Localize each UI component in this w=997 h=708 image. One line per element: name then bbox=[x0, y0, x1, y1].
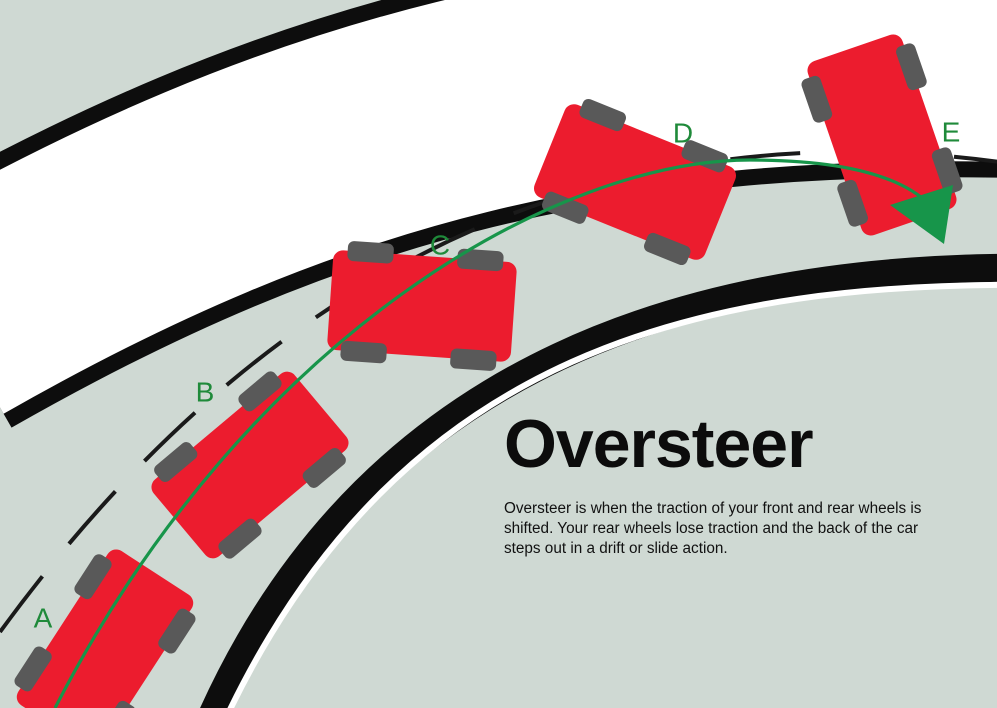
arrowhead bbox=[890, 185, 953, 244]
lane-center-line bbox=[0, 149, 997, 634]
tire bbox=[74, 554, 112, 600]
position-label-e: E bbox=[942, 116, 961, 147]
position-label-c: C bbox=[430, 229, 450, 260]
position-label-d: D bbox=[673, 117, 693, 148]
tire bbox=[681, 140, 728, 173]
road-inner-edge bbox=[200, 253, 997, 708]
tire bbox=[347, 241, 394, 264]
tire bbox=[158, 608, 196, 654]
car-body bbox=[151, 371, 349, 559]
position-label-a: A bbox=[34, 602, 53, 633]
position-label-b: B bbox=[196, 376, 215, 407]
car-d bbox=[533, 98, 737, 266]
road-inner-surface bbox=[227, 281, 997, 708]
tire bbox=[801, 75, 833, 123]
tire bbox=[896, 43, 927, 91]
car-body bbox=[807, 34, 957, 236]
tire bbox=[542, 191, 589, 224]
car-b bbox=[151, 371, 349, 559]
car-c bbox=[327, 241, 517, 371]
tire bbox=[218, 518, 262, 559]
tire bbox=[450, 348, 497, 371]
diagram-title: Oversteer bbox=[504, 406, 814, 482]
tire bbox=[931, 147, 963, 195]
car-body bbox=[533, 104, 737, 260]
car-e bbox=[801, 34, 963, 236]
tire bbox=[238, 371, 282, 412]
tire bbox=[302, 447, 346, 488]
tire bbox=[644, 232, 691, 266]
tire bbox=[14, 646, 52, 692]
drift-path-arrow bbox=[53, 158, 932, 708]
tire bbox=[837, 179, 868, 227]
tire bbox=[457, 248, 504, 272]
tire bbox=[579, 98, 626, 132]
tire bbox=[340, 340, 387, 364]
car-body bbox=[327, 250, 517, 362]
car-a bbox=[14, 549, 196, 708]
tire bbox=[154, 442, 198, 483]
car-body bbox=[16, 549, 194, 708]
diagram-description: Oversteer is when the traction of your f… bbox=[504, 500, 922, 557]
